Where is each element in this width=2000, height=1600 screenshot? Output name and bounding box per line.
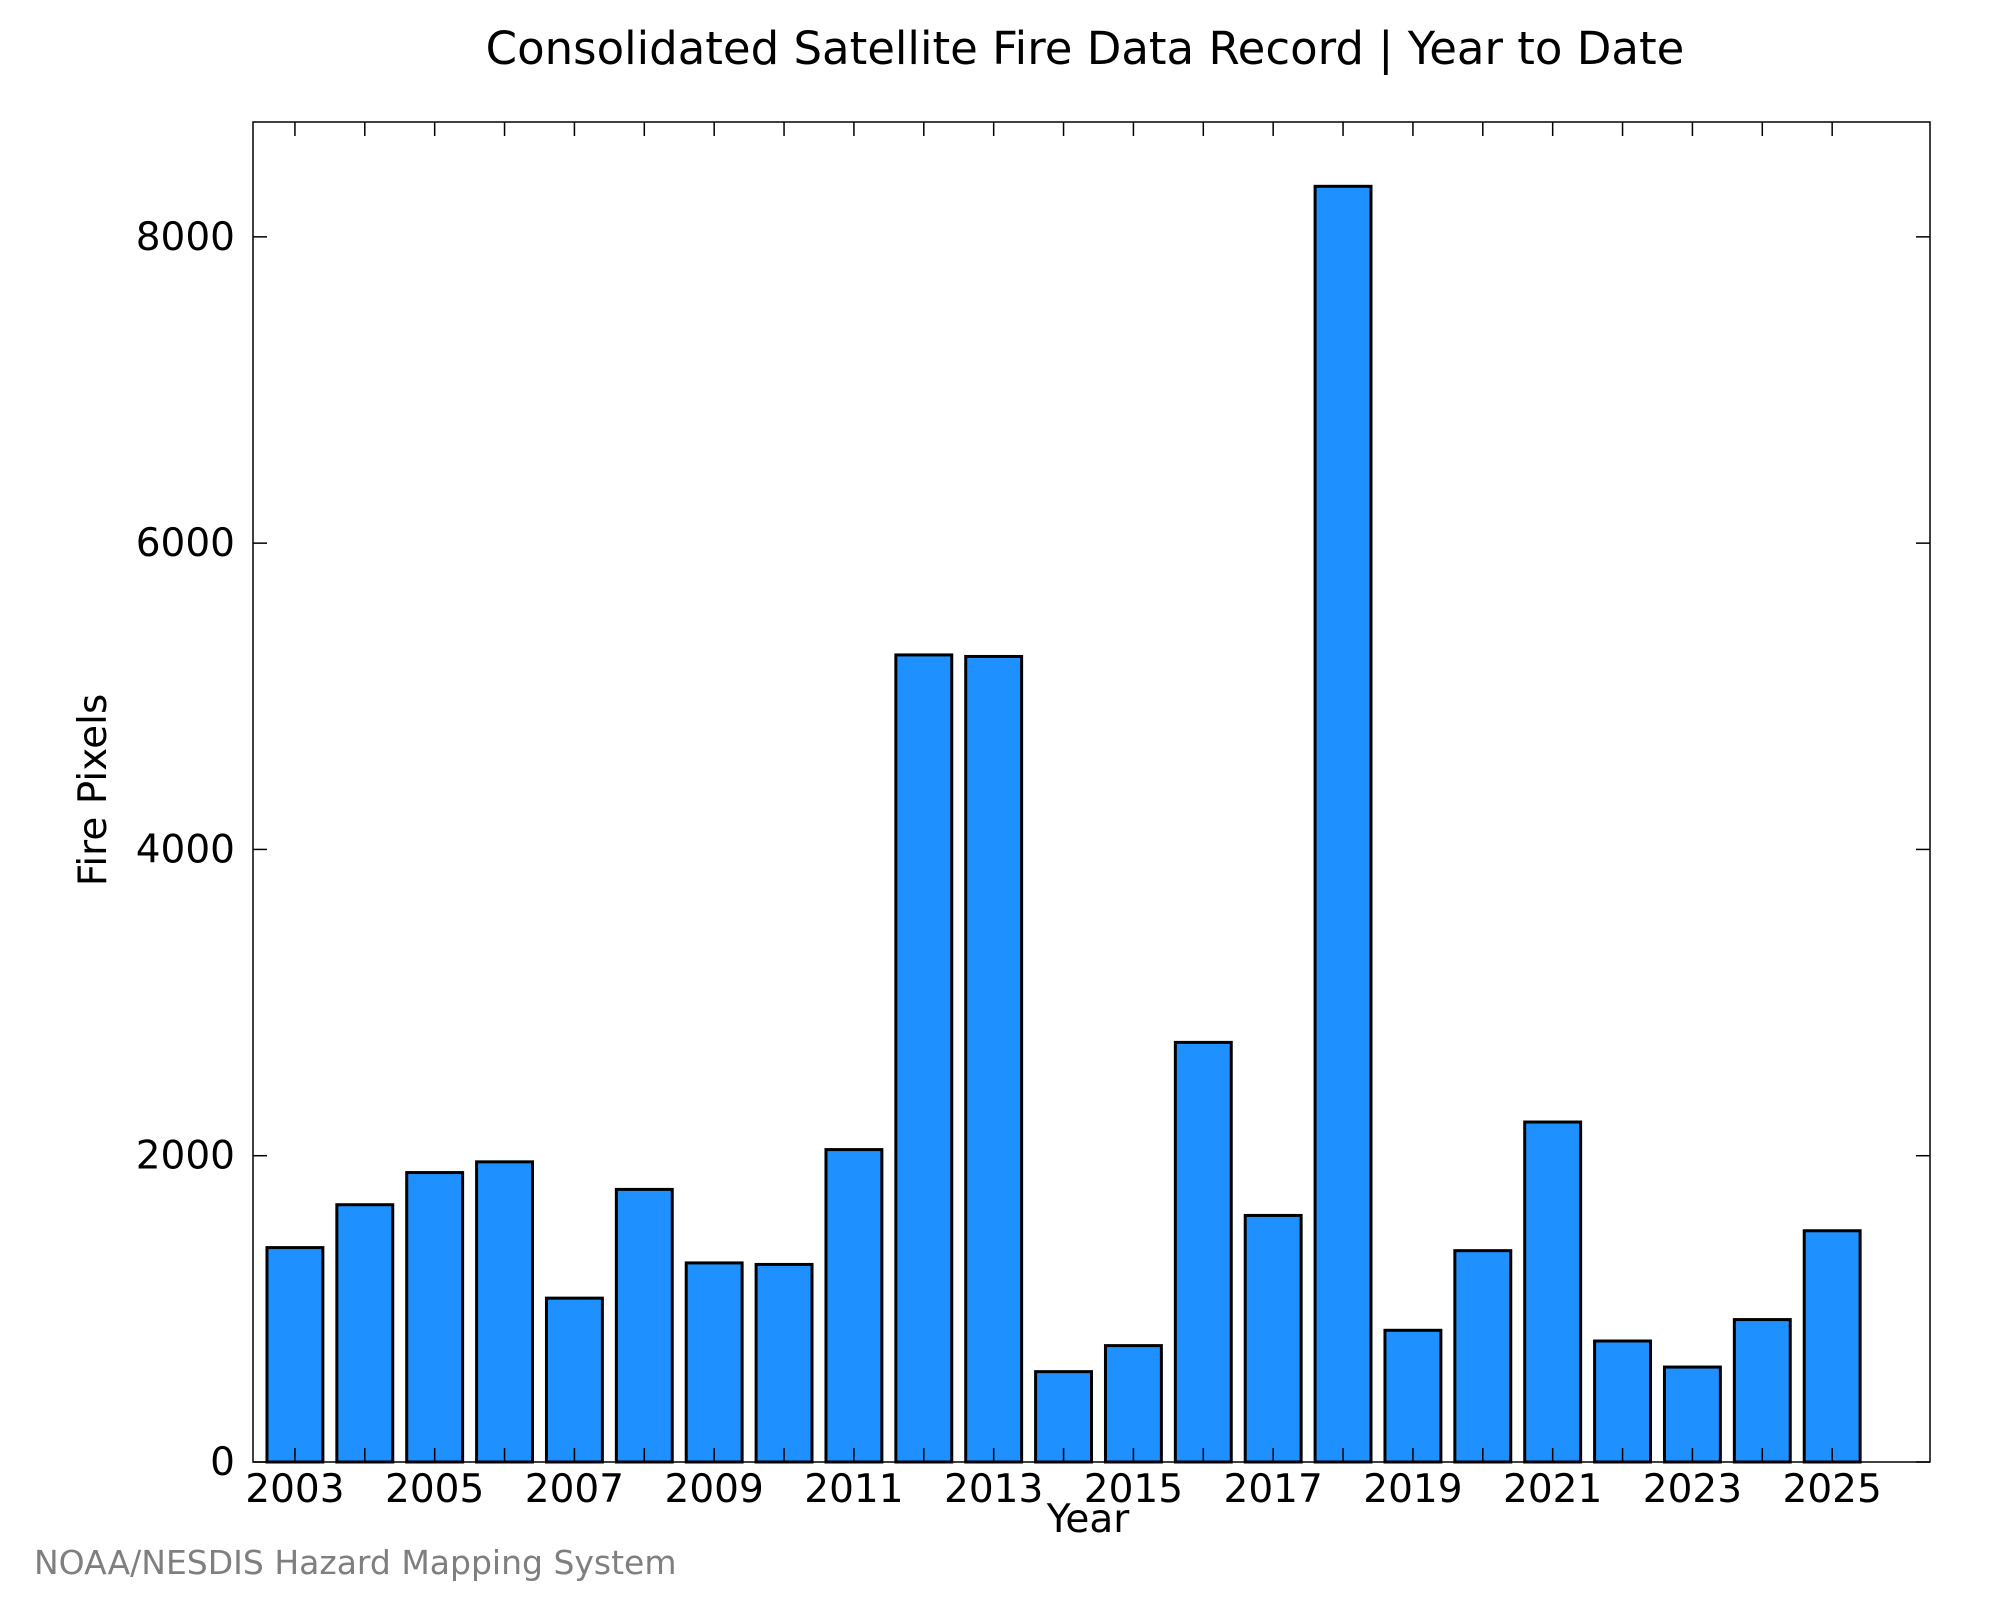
x-axis-ticks: 2003 2005 2007 2009 2011 2013 2015 2017 2019 2021… xyxy=(245,122,1882,1512)
bar-2004 xyxy=(335,1203,395,1464)
bar-2016 xyxy=(1173,1040,1233,1464)
y-axis-ticks: 0 2000 4000 6000 8000 xyxy=(136,215,1930,1485)
bar-2023 xyxy=(1662,1365,1722,1464)
bar-2009 xyxy=(684,1261,744,1464)
bar-2017 xyxy=(1243,1213,1303,1464)
y-tick-label: 2000 xyxy=(136,1134,235,1179)
y-tick-label: 0 xyxy=(210,1440,235,1485)
y-tick-label: 8000 xyxy=(136,215,235,260)
y-tick-label: 4000 xyxy=(136,827,235,872)
plot-frame xyxy=(252,121,1931,1463)
x-tick-label: 2023 xyxy=(1643,1467,1742,1512)
y-axis-label: Fire Pixels xyxy=(71,694,116,887)
bar-2019 xyxy=(1383,1328,1443,1464)
x-tick-label: 2007 xyxy=(525,1467,624,1512)
bar-2018 xyxy=(1313,184,1373,1464)
bar-2015 xyxy=(1103,1344,1163,1464)
x-tick-label: 2013 xyxy=(944,1467,1043,1512)
bar-2008 xyxy=(614,1187,674,1464)
x-tick-label: 2003 xyxy=(245,1467,344,1512)
y-tick-label: 6000 xyxy=(136,521,235,566)
x-tick-label: 2021 xyxy=(1503,1467,1602,1512)
bar-2012 xyxy=(894,653,954,1464)
x-tick-label: 2005 xyxy=(385,1467,484,1512)
bar-2022 xyxy=(1593,1339,1652,1464)
bars-group xyxy=(265,184,1862,1464)
source-credit: NOAA/NESDIS Hazard Mapping System xyxy=(34,1543,677,1582)
bar-2021 xyxy=(1523,1120,1583,1464)
bar-2003 xyxy=(265,1246,325,1464)
bar-2006 xyxy=(475,1160,535,1464)
bar-2025 xyxy=(1802,1229,1862,1464)
x-tick-label: 2015 xyxy=(1084,1467,1183,1512)
x-tick-label: 2009 xyxy=(665,1467,764,1512)
chart-title: Consolidated Satellite Fire Data Record … xyxy=(486,22,1685,75)
bar-2011 xyxy=(824,1148,884,1464)
bar-2005 xyxy=(405,1171,465,1464)
bar-2013 xyxy=(964,654,1024,1464)
bar-2007 xyxy=(544,1296,604,1464)
x-tick-label: 2025 xyxy=(1783,1467,1882,1512)
bar-2024 xyxy=(1732,1318,1792,1464)
x-tick-label: 2017 xyxy=(1224,1467,1323,1512)
x-tick-label: 2011 xyxy=(804,1467,903,1512)
bar-2010 xyxy=(754,1262,814,1464)
x-axis-label: Year xyxy=(1046,1497,1131,1542)
bar-2020 xyxy=(1453,1249,1513,1464)
x-tick-label: 2019 xyxy=(1363,1467,1462,1512)
